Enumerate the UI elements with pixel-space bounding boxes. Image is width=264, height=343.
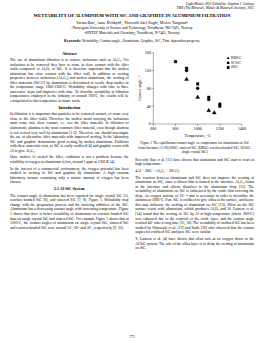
svg-text:1200: 1200	[216, 126, 224, 131]
html-text:Recently Bao et al. [11] have: Recently Bao et al. [11] have shown that…	[135, 157, 254, 166]
html-text:RBSiC: RBSiC	[230, 55, 242, 60]
svg-text:1000: 1000	[194, 126, 202, 131]
html-text:Introduction: Introduction	[58, 105, 81, 110]
svg-text:160: 160	[145, 50, 151, 55]
svg-text:Contact angle, °: Contact angle, °	[137, 75, 143, 101]
html-text:Sarina Bao¹, Anne Kvithyld¹, T: Sarina Bao¹, Anne Kvithyld¹, Thorvald Ab…	[76, 20, 188, 25]
html-text:²SINTEF Materials and Chemistr: ²SINTEF Materials and Chemistry, Trondhe…	[84, 30, 180, 35]
html-text:Figure 1 The equilibrium conta: Figure 1 The equilibrium contact angle v…	[138, 141, 251, 154]
html-text:SSiC: SSiC	[230, 65, 239, 69]
html-text:The contact angle of aluminium: The contact angle of aluminium has been …	[10, 193, 129, 230]
html-text:WETTABILITY OF ALUMINIUM WITH: WETTABILITY OF ALUMINIUM WITH SIC AND GR…	[33, 13, 231, 18]
html-text:Keywords: Wettability, Contact: Keywords: Wettability, Contact angle, Al…	[64, 39, 200, 44]
svg-text:120: 120	[145, 68, 151, 73]
html-text:TMS (The Minerals, Metals & Ma: TMS (The Minerals, Metals & Materials So…	[176, 6, 254, 10]
html-text:The reaction between aluminium: The reaction between aluminium and SiC d…	[135, 175, 254, 234]
html-text:Once molten Al wetted the filt: Once molten Al wetted the filter, oxidat…	[10, 155, 129, 164]
html-text:4Al + 3SiC = Al₄C₃ + 3Si (1): 4Al + 3SiC = Al₄C₃ + 3Si (1)	[135, 168, 180, 173]
html-text:In the interest of a commercia: In the interest of a commercial environm…	[10, 166, 129, 185]
svg-text:800: 800	[173, 126, 179, 131]
svg-text:40: 40	[147, 104, 151, 109]
html-text:Abstract: Abstract	[61, 51, 77, 56]
svg-text:80: 80	[147, 86, 151, 91]
svg-text:600: 600	[150, 126, 156, 131]
html-text:2.1 Al-SiC System: 2.1 Al-SiC System	[54, 186, 85, 192]
html-text:In filtration it is important: In filtration it is important that parti…	[10, 112, 129, 153]
html-text:The use of aluminium filtratio: The use of aluminium filtration is to re…	[10, 57, 129, 103]
html-text:SCSiC: SCSiC	[230, 60, 241, 65]
html-text:Light Metals 2011 Edited by: S: Light Metals 2011 Edited by: Stephen J. …	[186, 2, 254, 6]
html-text:V. Laurent et al. [4] have sho: V. Laurent et al. [4] have shown that si…	[135, 236, 254, 250]
html-text:775: 775	[129, 334, 135, 339]
svg-text:Temperature, °C: Temperature, °C	[184, 133, 211, 139]
svg-text:0: 0	[149, 121, 151, 126]
html-text:¹Norwegian University of Scien: ¹Norwegian University of Science and Tec…	[71, 26, 193, 31]
svg-text:1400: 1400	[238, 126, 246, 131]
